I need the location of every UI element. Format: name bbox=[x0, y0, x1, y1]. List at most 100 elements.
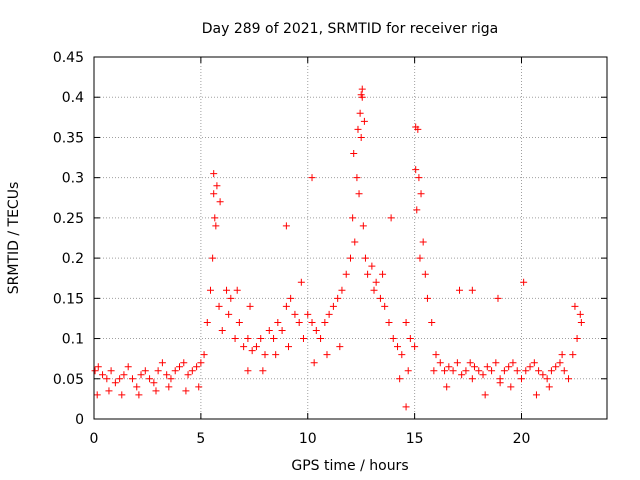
data-point bbox=[449, 367, 457, 375]
data-point bbox=[274, 318, 282, 326]
data-point bbox=[91, 367, 99, 375]
data-point bbox=[535, 367, 543, 375]
data-point bbox=[128, 375, 136, 383]
data-point bbox=[272, 351, 280, 359]
grid-lines bbox=[94, 57, 607, 419]
data-point bbox=[355, 190, 363, 198]
data-point bbox=[270, 335, 278, 343]
data-point bbox=[520, 278, 528, 286]
data-point bbox=[244, 367, 252, 375]
y-tick-label: 0.4 bbox=[62, 90, 84, 106]
data-point bbox=[532, 391, 540, 399]
data-point bbox=[513, 367, 521, 375]
data-point bbox=[468, 286, 476, 294]
data-point bbox=[146, 375, 154, 383]
data-point bbox=[347, 254, 354, 262]
data-point bbox=[321, 318, 329, 326]
data-point bbox=[356, 109, 364, 117]
data-point bbox=[351, 238, 359, 246]
y-tick-label: 0.3 bbox=[62, 171, 84, 187]
data-point bbox=[203, 318, 211, 326]
data-point bbox=[94, 363, 102, 371]
data-point bbox=[394, 343, 402, 351]
x-tick-label: 5 bbox=[196, 431, 205, 447]
x-tick-label: 0 bbox=[90, 431, 99, 447]
data-point bbox=[116, 375, 124, 383]
y-tick-label: 0.15 bbox=[53, 291, 84, 307]
data-point bbox=[182, 387, 190, 395]
data-point bbox=[233, 286, 241, 294]
data-point bbox=[468, 375, 476, 383]
data-point bbox=[225, 310, 233, 318]
y-tick-label: 0.2 bbox=[62, 251, 84, 267]
data-point bbox=[396, 375, 404, 383]
data-point bbox=[278, 327, 286, 335]
data-point bbox=[569, 351, 577, 359]
data-point bbox=[297, 278, 305, 286]
data-point bbox=[227, 294, 235, 302]
data-point bbox=[496, 379, 504, 387]
data-point bbox=[402, 318, 410, 326]
data-point bbox=[441, 367, 449, 375]
data-point bbox=[295, 318, 303, 326]
data-point bbox=[416, 254, 424, 262]
data-point bbox=[231, 335, 239, 343]
data-point bbox=[287, 294, 295, 302]
data-point bbox=[163, 371, 171, 379]
data-point bbox=[154, 367, 162, 375]
data-point bbox=[539, 371, 547, 379]
data-point bbox=[349, 214, 357, 222]
data-point bbox=[99, 371, 107, 379]
data-point bbox=[299, 335, 307, 343]
data-point bbox=[357, 133, 365, 141]
data-point bbox=[107, 367, 115, 375]
data-point bbox=[558, 351, 566, 359]
data-point bbox=[552, 363, 560, 371]
x-tick-label: 20 bbox=[513, 431, 531, 447]
data-point bbox=[193, 363, 201, 371]
data-points bbox=[91, 85, 585, 411]
data-point bbox=[475, 367, 483, 375]
data-point bbox=[218, 327, 226, 335]
data-point bbox=[430, 367, 438, 375]
data-point bbox=[165, 383, 173, 391]
data-point bbox=[522, 367, 530, 375]
data-point bbox=[248, 347, 256, 355]
data-point bbox=[436, 359, 444, 367]
y-tick-label: 0.25 bbox=[53, 211, 84, 227]
data-point bbox=[111, 379, 119, 387]
data-point bbox=[547, 367, 555, 375]
data-point bbox=[259, 367, 267, 375]
data-point bbox=[93, 391, 101, 399]
data-point bbox=[368, 262, 376, 270]
data-point bbox=[167, 375, 175, 383]
data-point bbox=[235, 318, 243, 326]
data-point bbox=[507, 383, 515, 391]
data-point bbox=[325, 310, 333, 318]
data-point bbox=[526, 363, 534, 371]
data-point bbox=[135, 391, 143, 399]
data-point bbox=[381, 302, 389, 310]
data-point bbox=[141, 367, 149, 375]
data-point bbox=[180, 359, 188, 367]
data-point bbox=[379, 270, 387, 278]
data-point bbox=[176, 363, 183, 371]
data-point bbox=[137, 371, 145, 379]
data-point bbox=[481, 391, 489, 399]
data-point bbox=[372, 278, 380, 286]
data-point bbox=[443, 383, 451, 391]
data-point bbox=[105, 387, 113, 395]
data-point bbox=[402, 403, 410, 411]
data-point bbox=[215, 302, 223, 310]
data-point bbox=[338, 286, 346, 294]
data-point bbox=[530, 359, 538, 367]
data-point bbox=[184, 371, 192, 379]
data-point bbox=[310, 359, 318, 367]
data-point bbox=[389, 335, 397, 343]
data-point bbox=[505, 363, 513, 371]
data-point bbox=[419, 238, 427, 246]
x-tick-label: 10 bbox=[299, 431, 317, 447]
data-point bbox=[560, 367, 568, 375]
